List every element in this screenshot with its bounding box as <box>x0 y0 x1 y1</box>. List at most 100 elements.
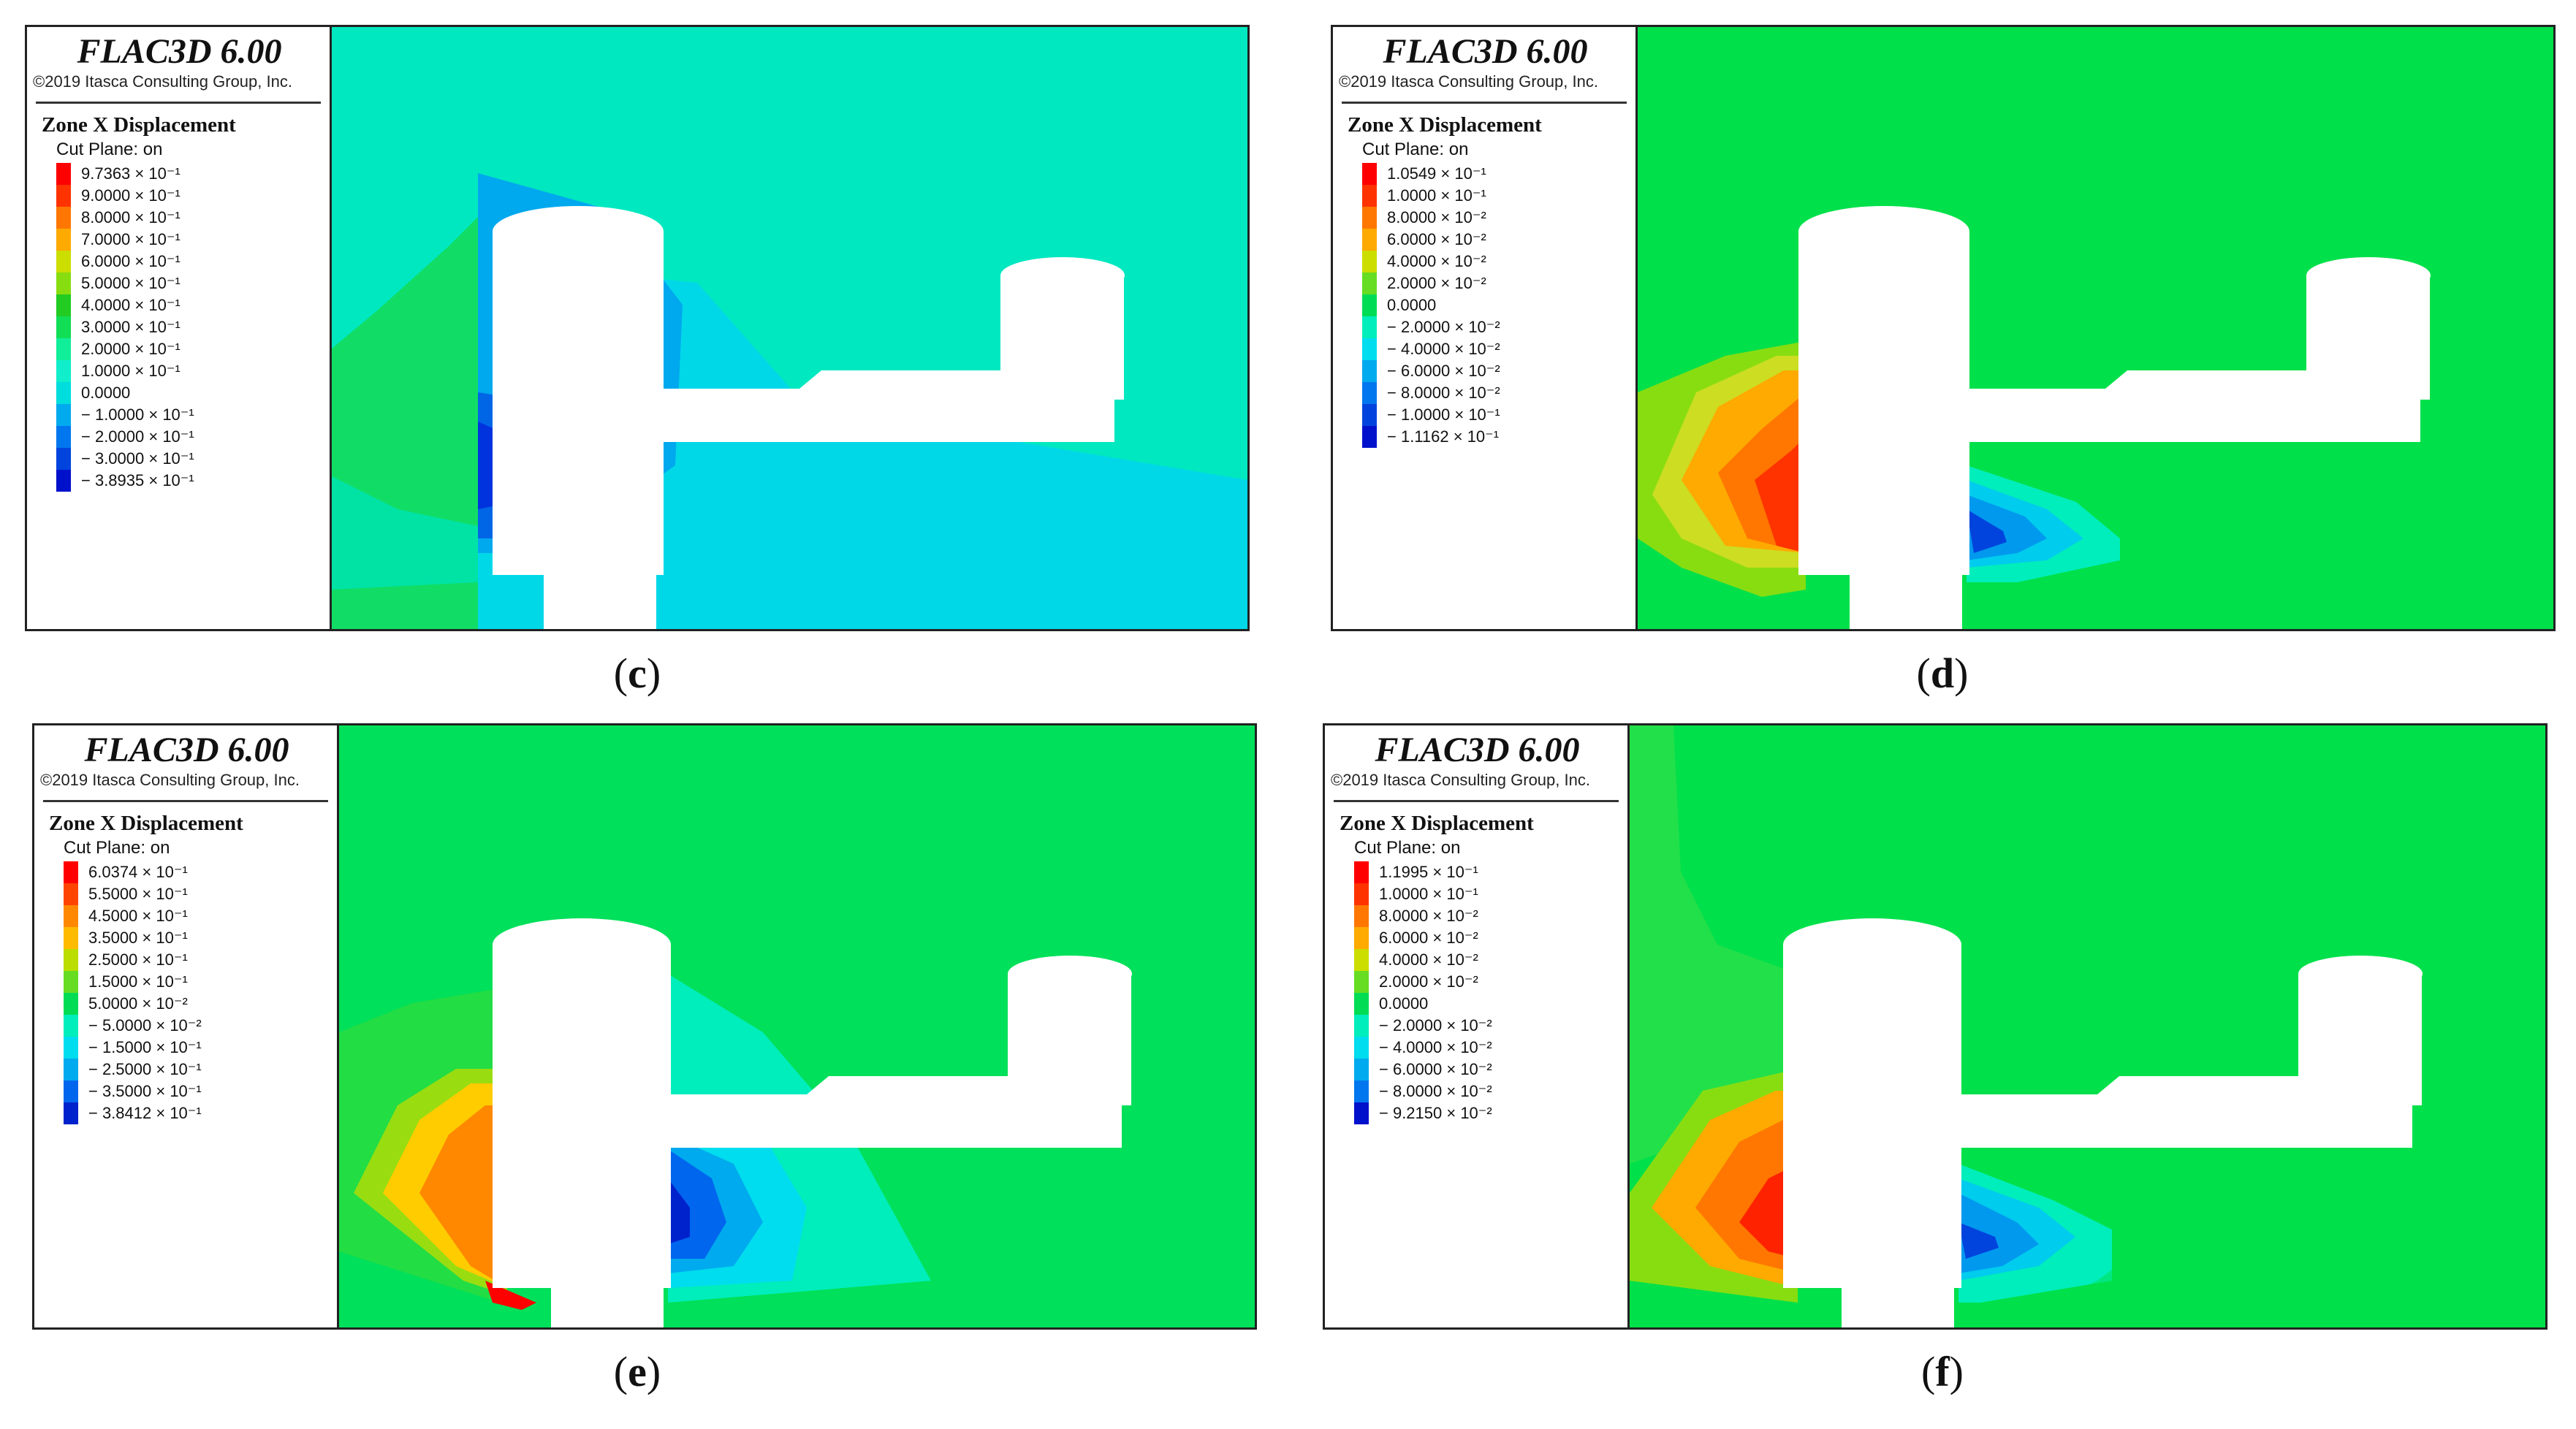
legend-swatch <box>1362 294 1377 316</box>
legend-swatch <box>64 883 78 905</box>
legend-c: FLAC3D 6.00 ©2019 Itasca Consulting Grou… <box>27 27 332 629</box>
contour-negative-core <box>1958 1222 1999 1259</box>
legend-label: − 2.0000 × 10⁻² <box>1379 1016 1492 1034</box>
copyright-text: ©2019 Itasca Consulting Group, Inc. <box>1339 72 1598 91</box>
legend-swatch <box>56 470 71 492</box>
legend-e: FLAC3D 6.00 ©2019 Itasca Consulting Grou… <box>34 725 339 1327</box>
caption-f: (f) <box>1921 1348 1964 1395</box>
legend-swatch <box>1362 382 1377 404</box>
legend-label: − 2.0000 × 10⁻² <box>1387 318 1500 336</box>
legend-swatch <box>64 993 78 1015</box>
legend-swatch <box>1362 229 1377 251</box>
legend-label: 6.0374 × 10⁻¹ <box>88 863 188 881</box>
legend-label: − 1.0000 × 10⁻¹ <box>81 405 194 424</box>
legend-swatch <box>56 207 71 229</box>
legend-swatch <box>64 861 78 883</box>
field-name: Zone X Displacement <box>42 113 236 137</box>
legend-label: 3.5000 × 10⁻¹ <box>88 929 188 947</box>
caption-c: (c) <box>613 649 661 697</box>
field-name: Zone X Displacement <box>1340 812 1534 835</box>
contour-svg-c <box>332 27 1247 629</box>
legend-swatch <box>56 294 71 316</box>
panel-e: FLAC3D 6.00 ©2019 Itasca Consulting Grou… <box>32 723 1257 1330</box>
legend-label: 4.0000 × 10⁻² <box>1379 950 1478 969</box>
panel-c: FLAC3D 6.00 ©2019 Itasca Consulting Grou… <box>25 25 1250 631</box>
legend-label: 2.5000 × 10⁻¹ <box>88 950 188 969</box>
app-title: FLAC3D 6.00 <box>84 731 289 769</box>
legend-label: 1.0000 × 10⁻¹ <box>81 362 181 380</box>
legend-swatch <box>64 905 78 927</box>
legend-swatch <box>56 229 71 251</box>
legend-label: 4.0000 × 10⁻² <box>1387 252 1486 270</box>
legend-swatch <box>1354 927 1369 949</box>
legend-swatch <box>1354 993 1369 1015</box>
legend-divider <box>1334 800 1619 802</box>
legend-label: − 8.0000 × 10⁻² <box>1387 384 1500 402</box>
legend-label: − 3.8412 × 10⁻¹ <box>88 1104 202 1122</box>
legend-swatch <box>1362 360 1377 382</box>
legend-label: − 9.2150 × 10⁻² <box>1379 1104 1492 1122</box>
legend-swatch <box>1354 1037 1369 1059</box>
legend-divider <box>43 800 328 802</box>
legend-swatch <box>1354 905 1369 927</box>
legend-divider <box>1342 102 1627 104</box>
legend-swatch <box>64 927 78 949</box>
contour-negative-core <box>1967 509 2007 553</box>
app-title: FLAC3D 6.00 <box>1375 731 1580 769</box>
legend-label: − 6.0000 × 10⁻² <box>1387 362 1500 380</box>
excavation-shape <box>493 206 1125 629</box>
legend-swatch <box>56 163 71 185</box>
legend-label: 6.0000 × 10⁻² <box>1379 929 1478 947</box>
legend-label: − 3.0000 × 10⁻¹ <box>81 449 194 468</box>
legend-label: 2.0000 × 10⁻¹ <box>81 340 181 358</box>
legend-label: − 3.5000 × 10⁻¹ <box>88 1082 202 1100</box>
legend-swatch <box>1354 1102 1369 1124</box>
legend-d: FLAC3D 6.00 ©2019 Itasca Consulting Grou… <box>1333 27 1638 629</box>
legend-label: − 2.0000 × 10⁻¹ <box>81 427 194 446</box>
legend-swatch <box>1362 163 1377 185</box>
legend-swatch <box>1354 1059 1369 1081</box>
legend-label: 8.0000 × 10⁻¹ <box>81 208 181 226</box>
legend-swatch <box>64 1015 78 1037</box>
legend-label: 8.0000 × 10⁻² <box>1379 907 1478 925</box>
legend-swatch <box>64 971 78 993</box>
legend-label: 3.0000 × 10⁻¹ <box>81 318 181 336</box>
contour-plot-f <box>1630 725 2545 1327</box>
legend-label: 0.0000 <box>81 384 131 402</box>
legend-label: 5.0000 × 10⁻¹ <box>81 274 181 292</box>
cut-plane-status: Cut Plane: on <box>1362 140 1469 159</box>
field-name: Zone X Displacement <box>49 812 243 835</box>
legend-swatch <box>64 949 78 971</box>
legend-label: 1.1995 × 10⁻¹ <box>1379 863 1478 881</box>
copyright-text: ©2019 Itasca Consulting Group, Inc. <box>40 771 300 789</box>
legend-swatch <box>56 426 71 448</box>
legend-swatch <box>56 448 71 470</box>
legend-label: 1.5000 × 10⁻¹ <box>88 972 188 991</box>
legend-swatch <box>56 185 71 207</box>
contour-negative-core <box>668 1178 690 1244</box>
copyright-text: ©2019 Itasca Consulting Group, Inc. <box>1331 771 1590 789</box>
legend-label: 0.0000 <box>1379 994 1429 1013</box>
legend-label: 2.0000 × 10⁻² <box>1387 274 1486 292</box>
legend-label: 1.0549 × 10⁻¹ <box>1387 164 1486 183</box>
legend-swatch <box>1362 273 1377 294</box>
legend-swatch <box>56 338 71 360</box>
legend-swatch <box>64 1081 78 1102</box>
legend-label: 4.5000 × 10⁻¹ <box>88 907 188 925</box>
legend-label: − 1.5000 × 10⁻¹ <box>88 1038 202 1056</box>
legend-label: 8.0000 × 10⁻² <box>1387 208 1486 226</box>
legend-swatch <box>1362 207 1377 229</box>
legend-swatch <box>64 1102 78 1124</box>
legend-label: 7.0000 × 10⁻¹ <box>81 230 181 248</box>
contour-positive-faint <box>1630 725 1798 1164</box>
legend-label: 1.0000 × 10⁻¹ <box>1387 186 1486 205</box>
legend-label: − 1.0000 × 10⁻¹ <box>1387 405 1500 424</box>
caption-d: (d) <box>1916 649 1969 697</box>
legend-label: 5.5000 × 10⁻¹ <box>88 885 188 903</box>
legend-swatch <box>64 1059 78 1081</box>
legend-label: 9.0000 × 10⁻¹ <box>81 186 181 205</box>
legend-swatch <box>56 360 71 382</box>
contour-svg-d <box>1638 27 2553 629</box>
legend-swatch <box>1362 251 1377 273</box>
cut-plane-status: Cut Plane: on <box>1354 838 1461 858</box>
